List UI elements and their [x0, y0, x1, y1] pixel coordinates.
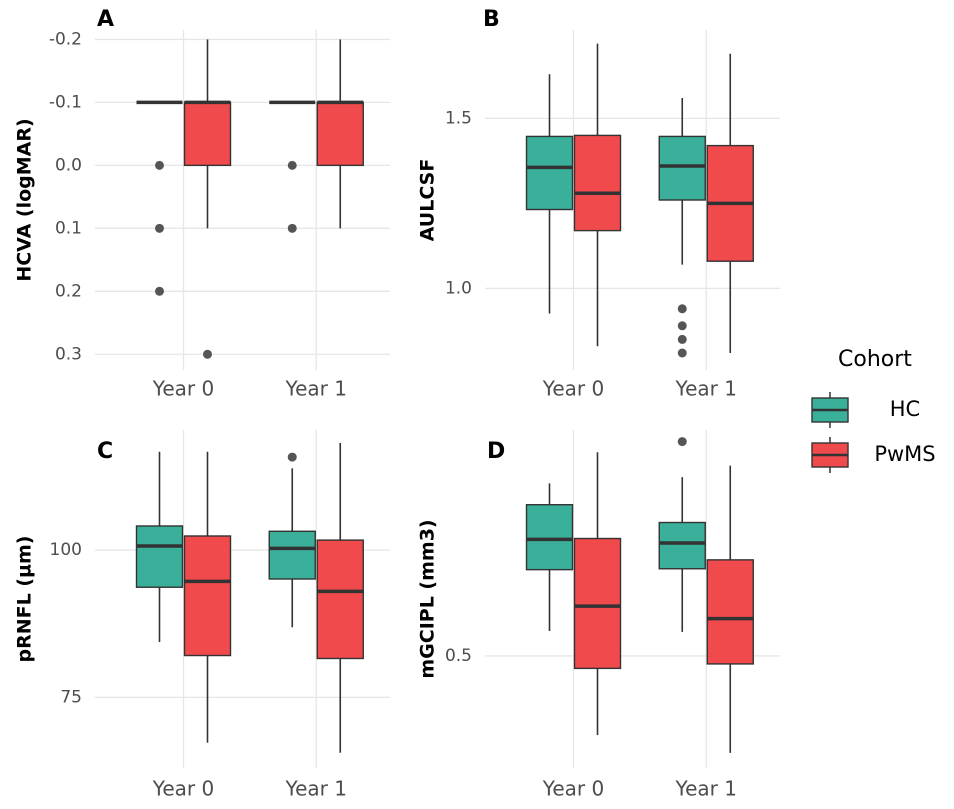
x-tick-label: Year 1	[675, 777, 737, 801]
box	[658, 135, 706, 201]
y-tick-label: 1.0	[445, 278, 472, 298]
y-axis-label: AULCSF	[417, 159, 439, 242]
box	[183, 535, 232, 657]
outlier	[155, 286, 164, 296]
x-tick-label: Year 1	[675, 377, 737, 401]
outlier	[677, 334, 687, 344]
outlier	[287, 223, 297, 233]
panel-label: C	[97, 439, 113, 464]
y-tick-label: 1.5	[445, 108, 472, 128]
box	[525, 504, 574, 571]
outlier	[677, 304, 687, 314]
legend-title: Cohort	[838, 347, 912, 372]
x-tick-label: Year 0	[542, 777, 604, 801]
outlier	[287, 160, 297, 170]
outlier	[155, 160, 164, 170]
y-tick-label: 0.1	[55, 218, 82, 238]
box	[573, 537, 622, 670]
box	[525, 135, 574, 211]
y-tick-label: 0.2	[55, 281, 82, 301]
outlier	[155, 223, 164, 233]
x-tick-label: Year 1	[285, 777, 347, 801]
y-tick-label: -0.2	[49, 29, 82, 49]
y-tick-label: 0.3	[55, 344, 82, 364]
box	[135, 525, 184, 588]
legend-label: PwMS	[874, 442, 935, 466]
box	[658, 521, 706, 570]
x-tick-label: Year 1	[285, 377, 347, 401]
y-axis-label: HCVA (logMAR)	[14, 118, 36, 281]
legend-label: HC	[890, 397, 920, 421]
outlier	[677, 348, 687, 358]
panel-label: D	[487, 439, 505, 464]
box	[316, 539, 364, 660]
y-tick-label: 100	[50, 540, 82, 560]
panel-label: A	[97, 7, 114, 32]
outlier	[677, 437, 687, 447]
outlier	[287, 452, 297, 462]
panel-label: B	[483, 7, 500, 32]
x-tick-label: Year 0	[152, 377, 214, 401]
x-tick-label: Year 0	[152, 777, 214, 801]
y-tick-label: 75	[60, 687, 82, 707]
box	[183, 101, 232, 167]
y-tick-label: -0.1	[49, 92, 82, 112]
outlier	[677, 321, 687, 331]
y-tick-label: 0.0	[55, 155, 82, 175]
x-tick-label: Year 0	[542, 377, 604, 401]
y-axis-label: mGCIPL (mm3)	[417, 519, 439, 678]
y-axis-label: pRNFL (µm)	[14, 536, 36, 663]
box	[706, 559, 754, 665]
box	[268, 530, 316, 580]
outlier	[203, 349, 212, 359]
y-tick-label: 0.5	[445, 646, 472, 666]
box	[573, 134, 622, 232]
box	[316, 101, 364, 167]
